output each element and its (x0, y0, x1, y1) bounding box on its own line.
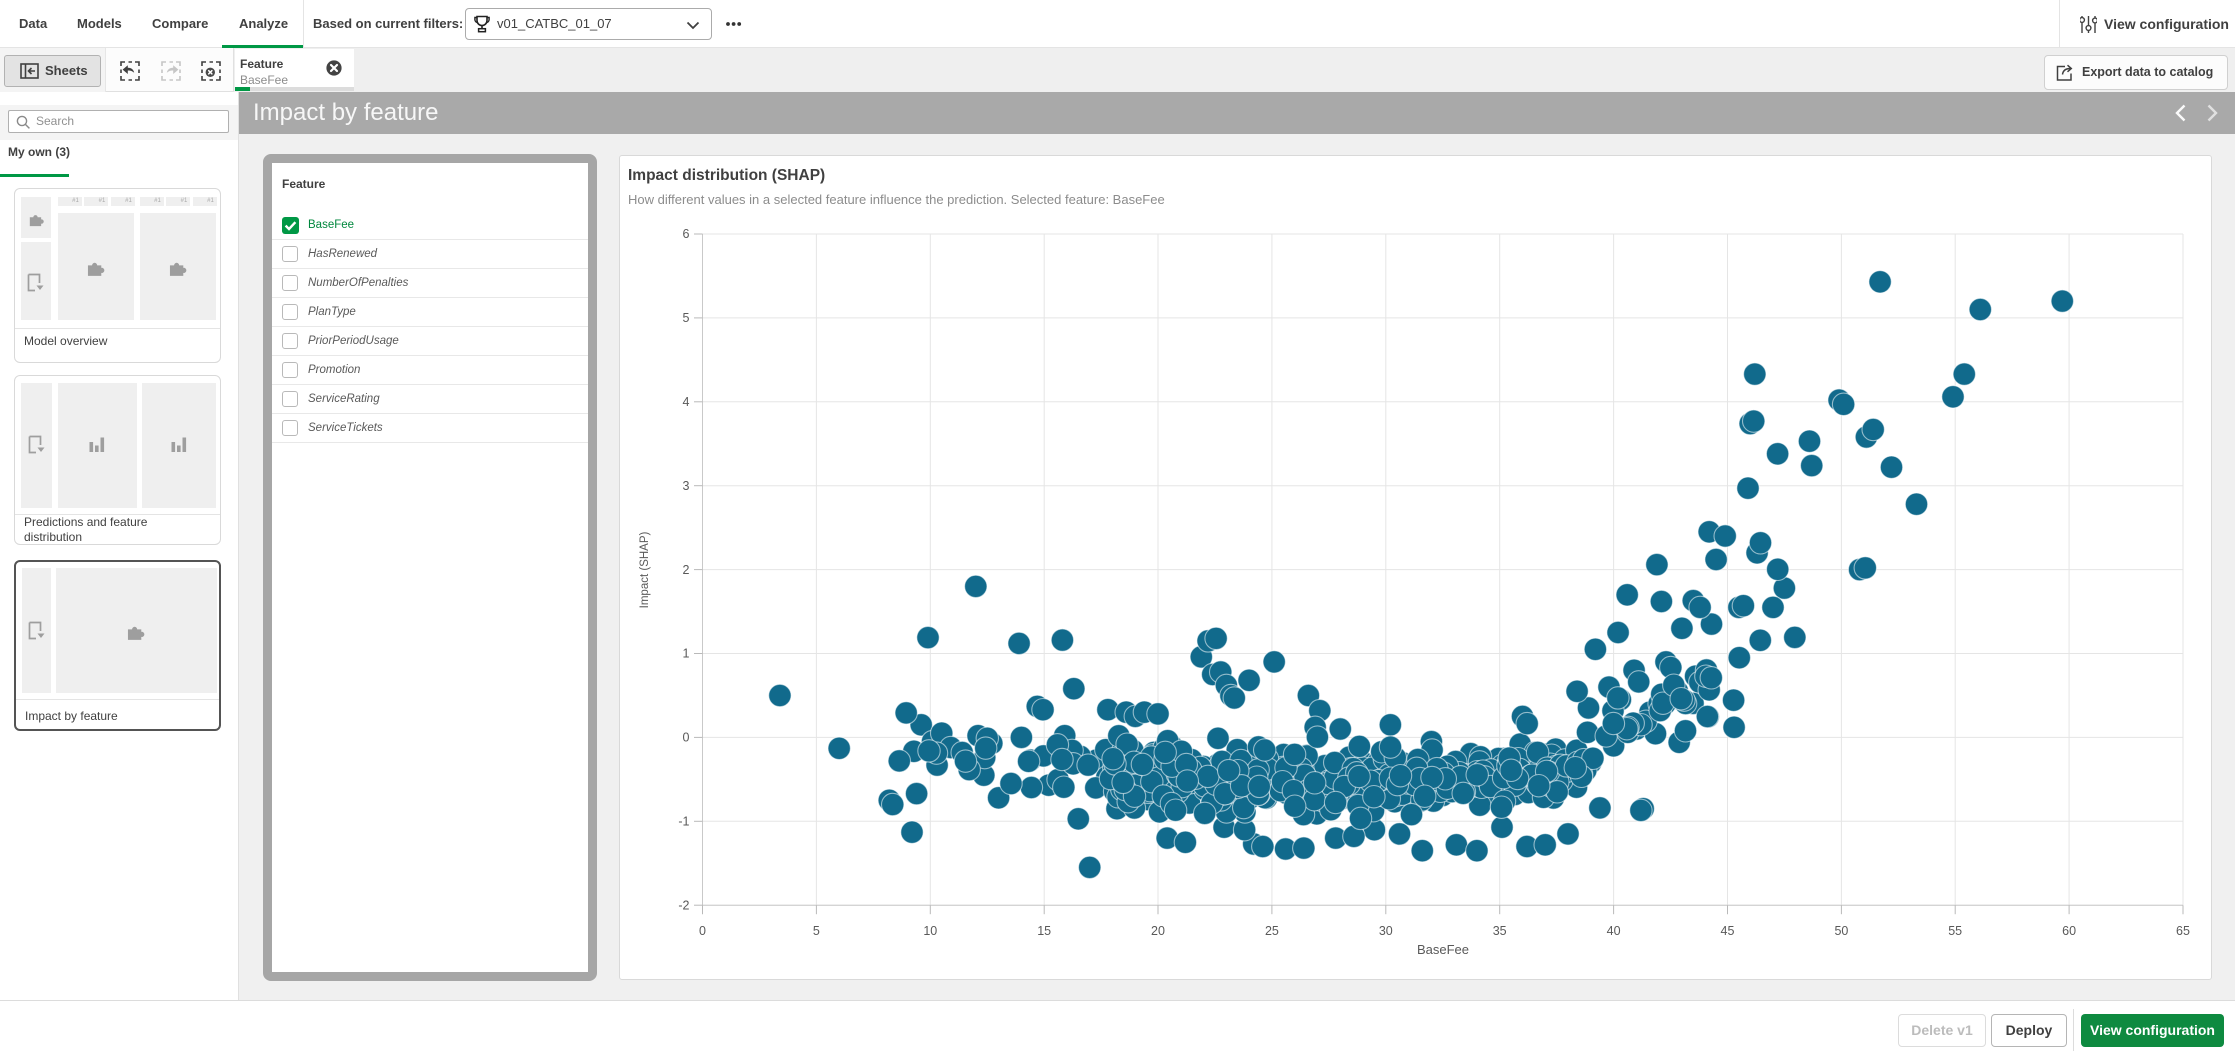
svg-text:30: 30 (1379, 924, 1393, 938)
svg-text:5: 5 (813, 924, 820, 938)
svg-text:25: 25 (1265, 924, 1279, 938)
svg-text:-1: -1 (678, 815, 689, 829)
svg-text:40: 40 (1607, 924, 1621, 938)
svg-text:5: 5 (683, 311, 690, 325)
svg-text:35: 35 (1493, 924, 1507, 938)
svg-text:Impact (SHAP): Impact (SHAP) (639, 531, 651, 608)
svg-text:15: 15 (1037, 924, 1051, 938)
svg-text:2: 2 (683, 563, 690, 577)
svg-text:4: 4 (683, 395, 690, 409)
svg-text:10: 10 (923, 924, 937, 938)
svg-text:55: 55 (1948, 924, 1962, 938)
svg-text:45: 45 (1721, 924, 1735, 938)
svg-text:0: 0 (699, 924, 706, 938)
svg-text:65: 65 (2176, 924, 2190, 938)
svg-text:50: 50 (1834, 924, 1848, 938)
svg-text:60: 60 (2062, 924, 2076, 938)
svg-text:1: 1 (683, 647, 690, 661)
svg-text:-2: -2 (678, 898, 689, 912)
svg-text:0: 0 (683, 731, 690, 745)
svg-text:6: 6 (683, 227, 690, 241)
svg-text:3: 3 (683, 479, 690, 493)
svg-text:BaseFee: BaseFee (1417, 942, 1469, 957)
svg-text:20: 20 (1151, 924, 1165, 938)
